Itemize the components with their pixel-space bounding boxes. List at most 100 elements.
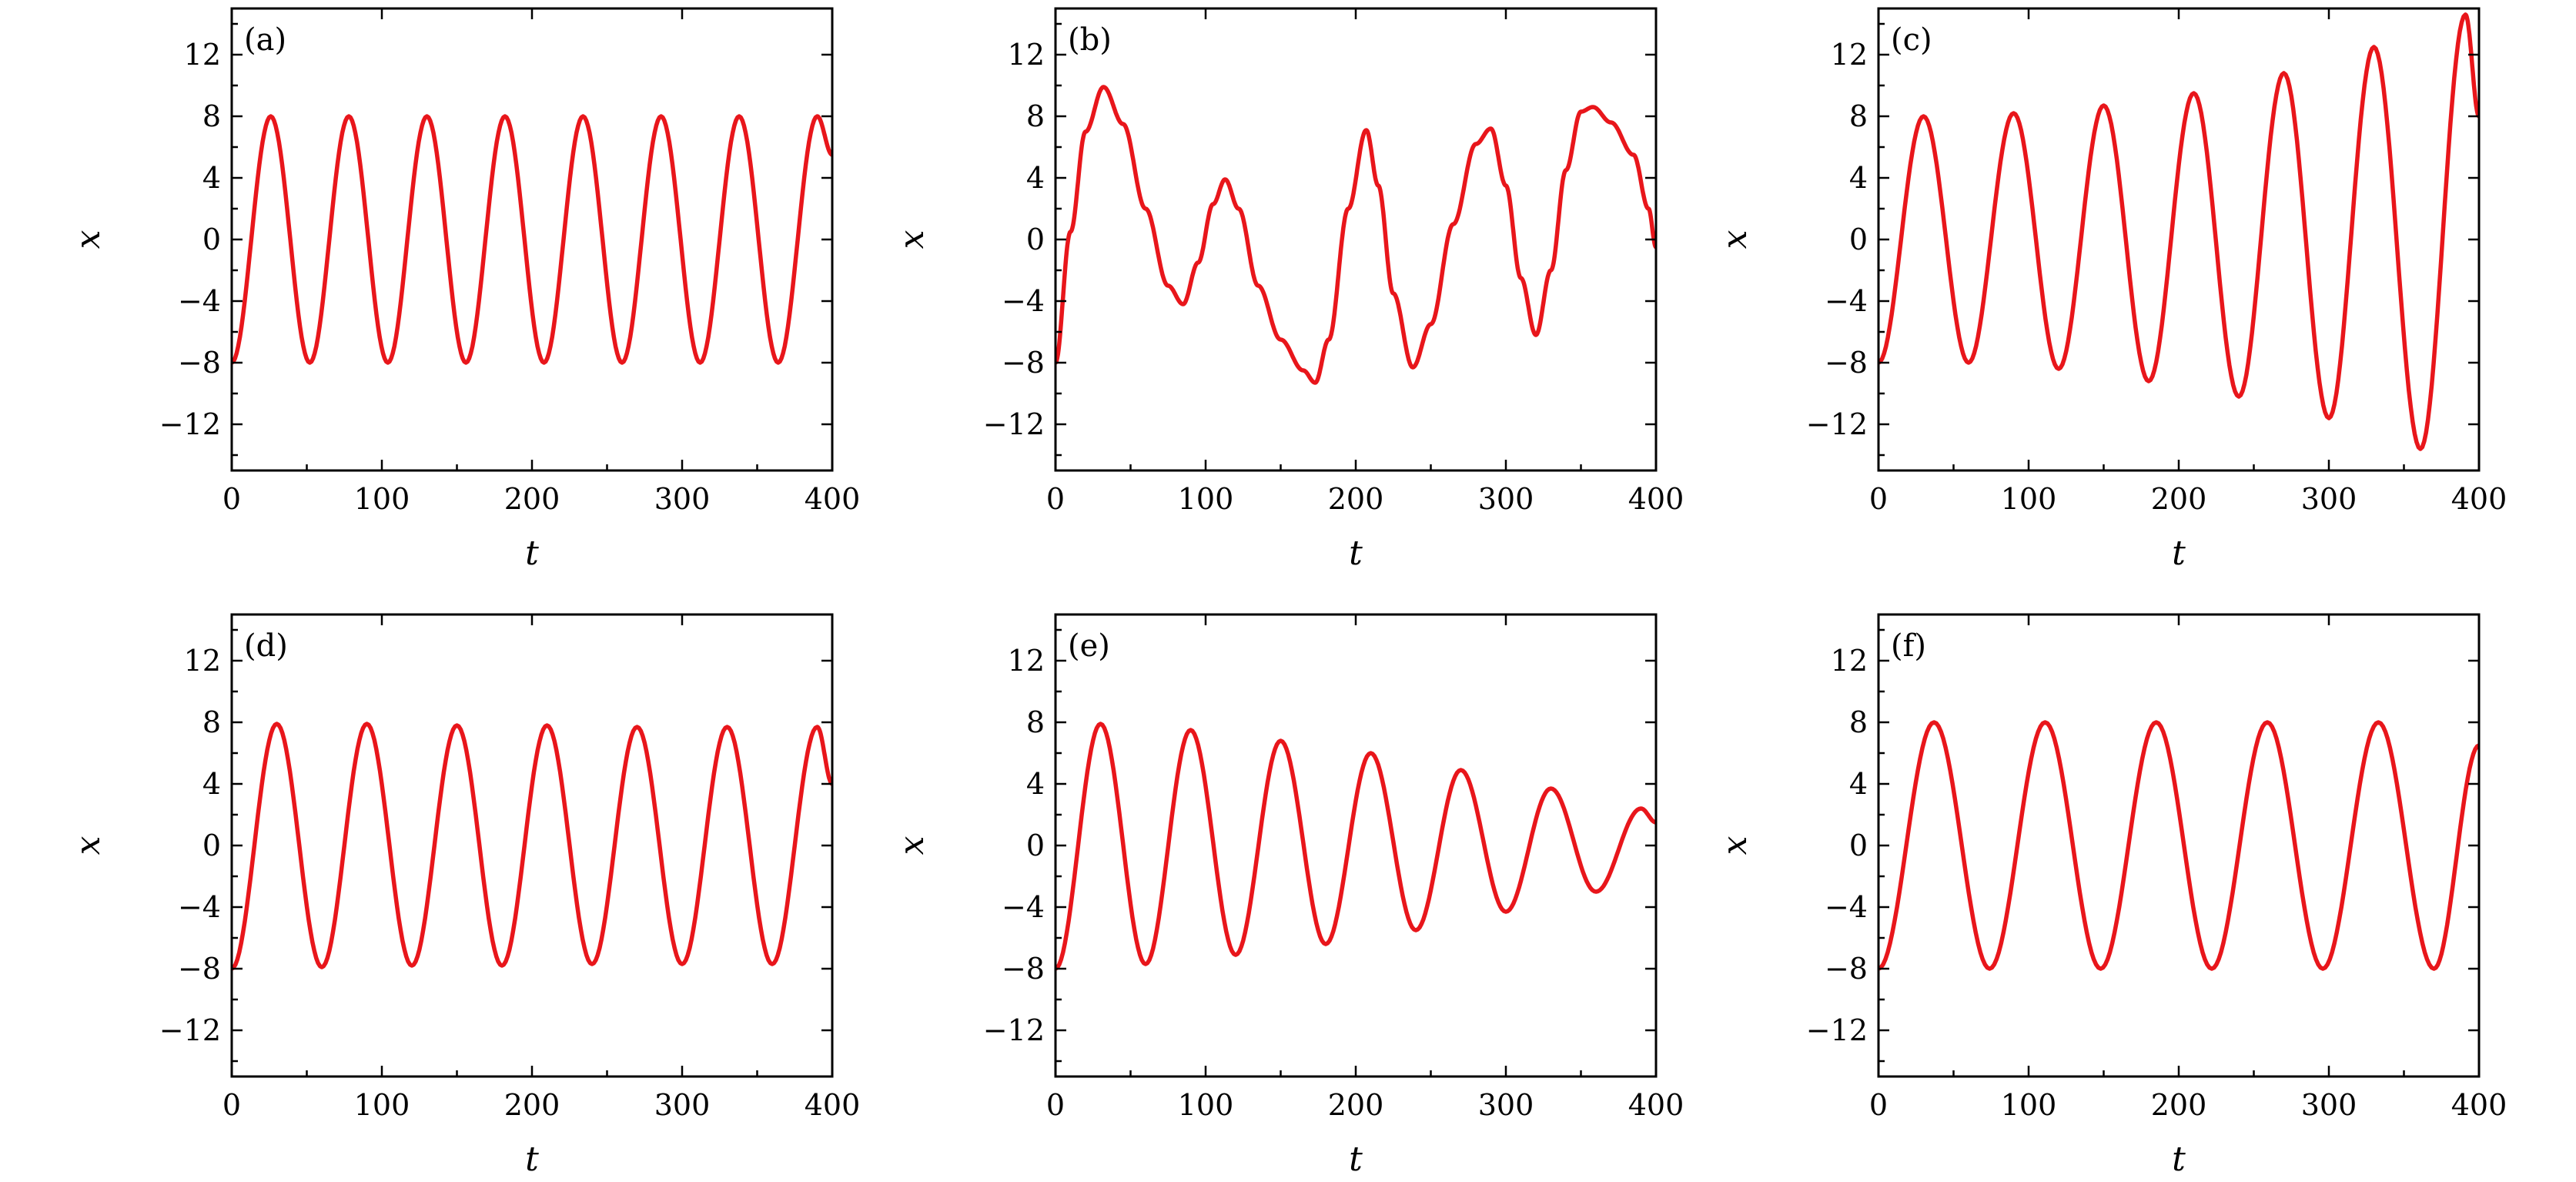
y-tick-label: −8 [178, 952, 221, 986]
x-tick-label: 100 [2001, 1088, 2057, 1122]
y-tick-label: 8 [1849, 99, 1868, 133]
y-tick-label: −8 [178, 346, 221, 380]
x-tick-label: 400 [1628, 482, 1684, 516]
x-tick-label: 200 [504, 482, 560, 516]
y-tick-label: 4 [202, 161, 221, 195]
plot-frame [1877, 613, 2481, 1078]
panel-label: (a) [244, 22, 286, 58]
x-tick-label: 400 [805, 482, 861, 516]
x-axis-label: t [2172, 534, 2186, 573]
plot-frame [230, 613, 834, 1078]
y-tick-label: −12 [159, 1013, 221, 1047]
y-tick-label: 0 [202, 223, 221, 256]
y-axis-label: x [69, 229, 108, 249]
chart-panel: 0 100 200 300 400 −12 −8 −4 0 4 8 12 t x (b) [892, 7, 1684, 573]
series-line [232, 114, 832, 365]
y-tick-label: 8 [1026, 705, 1045, 739]
y-tick-label: 4 [1849, 767, 1868, 801]
y-tick-label: −12 [1806, 407, 1868, 441]
x-tick-label: 300 [2301, 1088, 2357, 1122]
y-tick-label: −4 [178, 284, 221, 318]
y-tick-label: 4 [1849, 161, 1868, 195]
plot-frame [1054, 613, 1658, 1078]
y-tick-label: 12 [184, 38, 221, 72]
x-tick-label: 200 [1328, 1088, 1384, 1122]
chart-panel: 0 100 200 300 400 −12 −8 −4 0 4 8 12 t x (f) [1715, 613, 2507, 1179]
y-tick-label: 0 [1849, 829, 1868, 862]
panel-label: (e) [1068, 628, 1110, 664]
x-tick-label: 300 [1478, 482, 1534, 516]
series-line [232, 722, 832, 971]
y-axis-label: x [1715, 835, 1755, 855]
y-tick-label: −12 [983, 407, 1045, 441]
y-tick-label: −8 [1002, 952, 1045, 986]
y-tick-label: −12 [983, 1013, 1045, 1047]
y-tick-label: 8 [1026, 99, 1045, 133]
x-axis-label: t [1349, 1140, 1363, 1179]
x-tick-label: 0 [222, 1088, 241, 1122]
y-tick-label: −4 [178, 890, 221, 924]
x-tick-label: 0 [1046, 1088, 1065, 1122]
y-tick-label: 12 [1008, 644, 1045, 678]
panel-label: (f) [1891, 628, 1926, 664]
panel-label: (d) [244, 628, 288, 664]
x-tick-label: 400 [2451, 1088, 2507, 1122]
x-tick-label: 200 [504, 1088, 560, 1122]
x-tick-label: 100 [354, 482, 410, 516]
y-axis-label: x [1715, 229, 1755, 249]
y-axis-label: x [69, 835, 108, 855]
y-tick-label: 0 [1849, 223, 1868, 256]
panel-label: (c) [1891, 22, 1932, 58]
y-axis-label: x [892, 229, 932, 249]
chart-panel: 0 100 200 300 400 −12 −8 −4 0 4 8 12 t x (a) [69, 7, 861, 573]
x-tick-label: 0 [222, 482, 241, 516]
y-axis-label: x [892, 835, 932, 855]
x-axis-label: t [525, 1140, 539, 1179]
x-tick-label: 300 [1478, 1088, 1534, 1122]
x-tick-label: 300 [654, 482, 711, 516]
plot-frame [230, 7, 834, 472]
y-tick-label: −4 [1825, 890, 1868, 924]
series-line [1878, 12, 2479, 451]
y-tick-label: 8 [202, 705, 221, 739]
y-tick-label: −12 [1806, 1013, 1868, 1047]
x-tick-label: 200 [2151, 482, 2207, 516]
y-tick-label: 4 [202, 767, 221, 801]
y-tick-label: 4 [1026, 161, 1045, 195]
y-tick-label: −8 [1002, 346, 1045, 380]
y-tick-label: 12 [1831, 644, 1868, 678]
panel-label: (b) [1068, 22, 1112, 58]
series-line [1878, 720, 2479, 971]
x-tick-label: 400 [1628, 1088, 1684, 1122]
x-axis-label: t [525, 534, 539, 573]
series-line [1055, 85, 1656, 385]
x-tick-label: 100 [1178, 1088, 1234, 1122]
y-tick-label: −8 [1825, 346, 1868, 380]
x-tick-label: 200 [2151, 1088, 2207, 1122]
x-tick-label: 300 [654, 1088, 711, 1122]
chart-panel: 0 100 200 300 400 −12 −8 −4 0 4 8 12 t x (d) [69, 613, 861, 1179]
x-axis-label: t [1349, 534, 1363, 573]
x-tick-label: 400 [805, 1088, 861, 1122]
y-tick-label: −4 [1825, 284, 1868, 318]
y-tick-label: 0 [202, 829, 221, 862]
y-tick-label: 0 [1026, 223, 1045, 256]
y-tick-label: 4 [1026, 767, 1045, 801]
chart-panel: 0 100 200 300 400 −12 −8 −4 0 4 8 12 t x (e) [892, 613, 1684, 1179]
y-tick-label: −8 [1825, 952, 1868, 986]
plot-frame [1877, 7, 2481, 472]
x-tick-label: 0 [1869, 482, 1888, 516]
y-tick-label: 8 [1849, 705, 1868, 739]
y-tick-label: 12 [1831, 38, 1868, 72]
y-tick-label: 8 [202, 99, 221, 133]
y-tick-label: −12 [159, 407, 221, 441]
x-tick-label: 200 [1328, 482, 1384, 516]
x-tick-label: 0 [1046, 482, 1065, 516]
y-tick-label: 0 [1026, 829, 1045, 862]
plot-frame [1054, 7, 1658, 472]
series-line [1055, 722, 1656, 971]
x-tick-label: 100 [1178, 482, 1234, 516]
x-axis-label: t [2172, 1140, 2186, 1179]
x-tick-label: 100 [2001, 482, 2057, 516]
